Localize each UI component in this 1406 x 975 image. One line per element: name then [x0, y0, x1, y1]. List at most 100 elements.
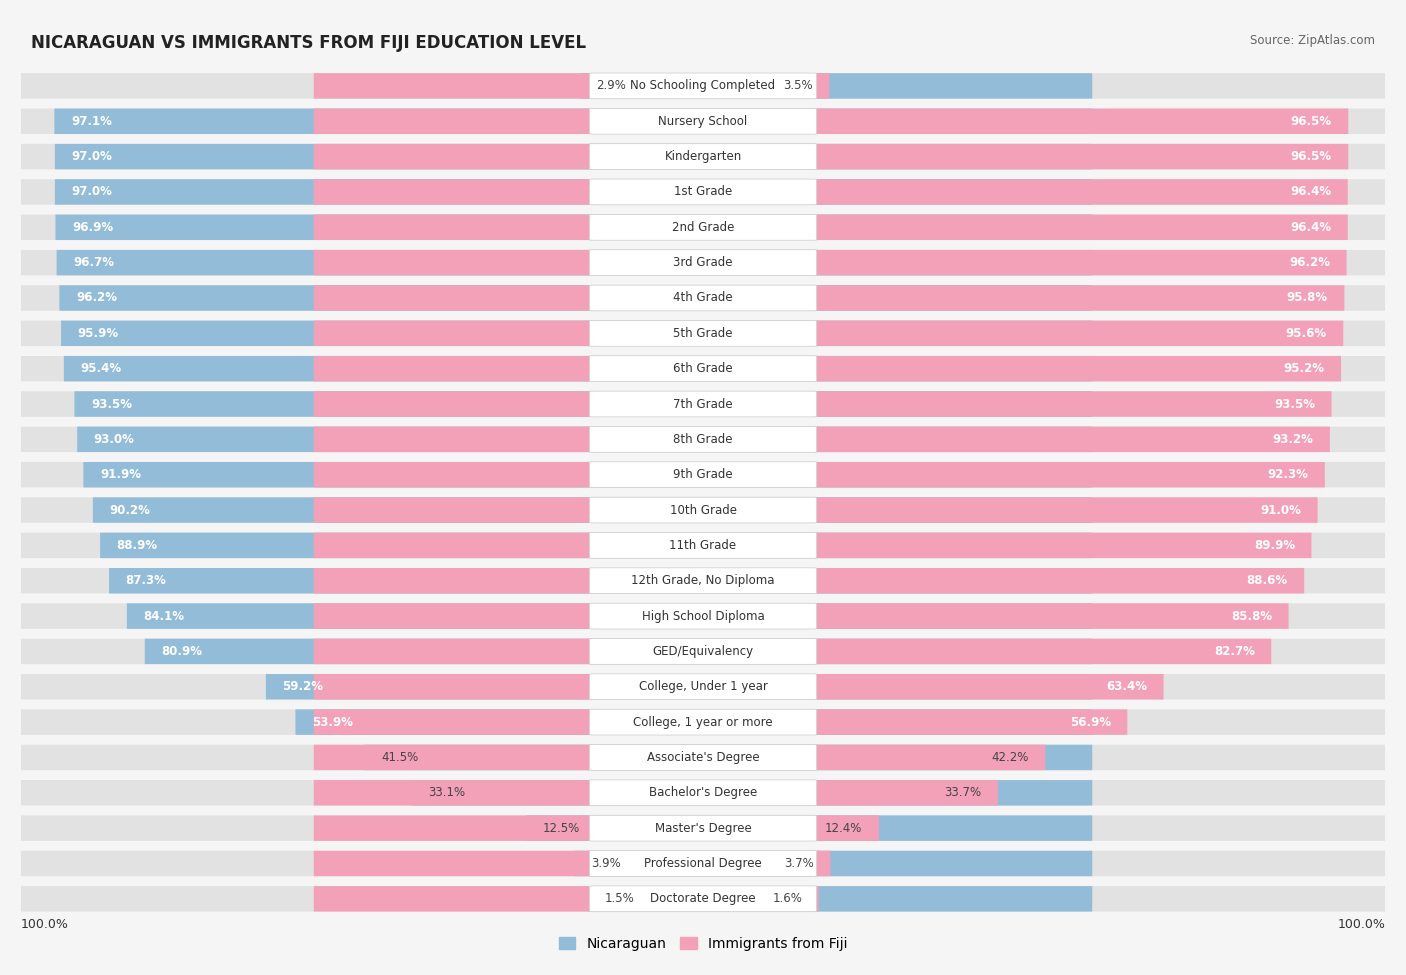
Text: 97.1%: 97.1%	[70, 115, 111, 128]
Text: 95.9%: 95.9%	[77, 327, 118, 340]
FancyBboxPatch shape	[314, 286, 1344, 311]
FancyBboxPatch shape	[314, 674, 1164, 699]
Text: 6th Grade: 6th Grade	[673, 362, 733, 375]
FancyBboxPatch shape	[581, 73, 1092, 98]
Text: 100.0%: 100.0%	[21, 917, 69, 930]
Text: 96.4%: 96.4%	[1291, 185, 1331, 199]
FancyBboxPatch shape	[589, 815, 817, 841]
FancyBboxPatch shape	[314, 356, 1341, 381]
Text: Source: ZipAtlas.com: Source: ZipAtlas.com	[1250, 34, 1375, 47]
Text: 7th Grade: 7th Grade	[673, 398, 733, 410]
Text: GED/Equivalency: GED/Equivalency	[652, 644, 754, 658]
FancyBboxPatch shape	[21, 391, 1385, 416]
Text: 3rd Grade: 3rd Grade	[673, 256, 733, 269]
FancyBboxPatch shape	[588, 886, 1092, 912]
FancyBboxPatch shape	[589, 214, 817, 240]
Text: 97.0%: 97.0%	[72, 150, 112, 163]
Text: 92.3%: 92.3%	[1267, 468, 1309, 482]
FancyBboxPatch shape	[589, 73, 817, 98]
Text: 91.9%: 91.9%	[100, 468, 141, 482]
Text: 100.0%: 100.0%	[1337, 917, 1385, 930]
FancyBboxPatch shape	[21, 886, 1385, 912]
FancyBboxPatch shape	[21, 497, 1385, 523]
FancyBboxPatch shape	[21, 462, 1385, 488]
Text: 63.4%: 63.4%	[1107, 681, 1147, 693]
FancyBboxPatch shape	[589, 745, 817, 770]
FancyBboxPatch shape	[589, 850, 817, 877]
Text: 53.9%: 53.9%	[312, 716, 353, 728]
FancyBboxPatch shape	[21, 321, 1385, 346]
Text: Associate's Degree: Associate's Degree	[647, 751, 759, 764]
Text: 91.0%: 91.0%	[1260, 503, 1301, 517]
Text: 90.2%: 90.2%	[110, 503, 150, 517]
Text: 33.7%: 33.7%	[945, 786, 981, 799]
Text: 12.5%: 12.5%	[543, 822, 581, 835]
FancyBboxPatch shape	[314, 568, 1305, 594]
Text: 82.7%: 82.7%	[1213, 644, 1254, 658]
FancyBboxPatch shape	[295, 710, 1092, 735]
Text: 95.6%: 95.6%	[1285, 327, 1327, 340]
FancyBboxPatch shape	[589, 321, 817, 346]
Text: 56.9%: 56.9%	[1070, 716, 1111, 728]
Text: 9th Grade: 9th Grade	[673, 468, 733, 482]
Text: 42.2%: 42.2%	[991, 751, 1029, 764]
FancyBboxPatch shape	[589, 108, 817, 135]
Text: 87.3%: 87.3%	[125, 574, 166, 587]
Text: 96.7%: 96.7%	[73, 256, 114, 269]
FancyBboxPatch shape	[314, 639, 1271, 664]
FancyBboxPatch shape	[314, 886, 818, 912]
FancyBboxPatch shape	[21, 179, 1385, 205]
FancyBboxPatch shape	[314, 497, 1317, 523]
FancyBboxPatch shape	[589, 391, 817, 417]
Text: 84.1%: 84.1%	[143, 609, 184, 623]
FancyBboxPatch shape	[589, 497, 817, 523]
Text: 80.9%: 80.9%	[162, 644, 202, 658]
FancyBboxPatch shape	[589, 639, 817, 664]
Text: 33.1%: 33.1%	[427, 786, 465, 799]
Text: 96.2%: 96.2%	[1289, 256, 1330, 269]
FancyBboxPatch shape	[364, 745, 1092, 770]
Text: 1.5%: 1.5%	[605, 892, 634, 906]
FancyBboxPatch shape	[21, 356, 1385, 381]
FancyBboxPatch shape	[21, 568, 1385, 594]
FancyBboxPatch shape	[314, 745, 1045, 770]
FancyBboxPatch shape	[314, 815, 879, 840]
Text: 95.2%: 95.2%	[1284, 362, 1324, 375]
Text: 96.9%: 96.9%	[72, 220, 112, 234]
FancyBboxPatch shape	[589, 674, 817, 700]
FancyBboxPatch shape	[314, 604, 1288, 629]
FancyBboxPatch shape	[55, 144, 1092, 170]
FancyBboxPatch shape	[314, 250, 1347, 275]
Text: 12.4%: 12.4%	[825, 822, 862, 835]
FancyBboxPatch shape	[21, 286, 1385, 311]
FancyBboxPatch shape	[589, 143, 817, 170]
FancyBboxPatch shape	[589, 426, 817, 452]
FancyBboxPatch shape	[589, 709, 817, 735]
FancyBboxPatch shape	[21, 710, 1385, 735]
FancyBboxPatch shape	[21, 674, 1385, 699]
FancyBboxPatch shape	[55, 108, 1092, 134]
Text: 1.6%: 1.6%	[772, 892, 803, 906]
FancyBboxPatch shape	[21, 427, 1385, 452]
FancyBboxPatch shape	[127, 604, 1092, 629]
FancyBboxPatch shape	[77, 427, 1092, 452]
FancyBboxPatch shape	[55, 214, 1092, 240]
FancyBboxPatch shape	[589, 886, 817, 912]
FancyBboxPatch shape	[21, 73, 1385, 98]
FancyBboxPatch shape	[314, 214, 1348, 240]
Text: 3.9%: 3.9%	[591, 857, 620, 870]
FancyBboxPatch shape	[314, 73, 830, 98]
FancyBboxPatch shape	[21, 250, 1385, 275]
Text: 41.5%: 41.5%	[381, 751, 419, 764]
FancyBboxPatch shape	[56, 250, 1092, 275]
FancyBboxPatch shape	[314, 851, 831, 877]
Text: 5th Grade: 5th Grade	[673, 327, 733, 340]
Text: 96.5%: 96.5%	[1291, 115, 1331, 128]
FancyBboxPatch shape	[93, 497, 1092, 523]
FancyBboxPatch shape	[55, 179, 1092, 205]
Text: 93.5%: 93.5%	[91, 398, 132, 410]
FancyBboxPatch shape	[60, 321, 1092, 346]
Text: 96.2%: 96.2%	[76, 292, 117, 304]
FancyBboxPatch shape	[589, 604, 817, 629]
FancyBboxPatch shape	[526, 815, 1092, 840]
